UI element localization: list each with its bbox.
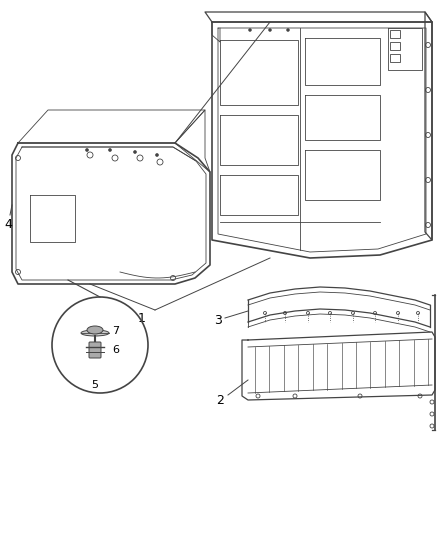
Circle shape <box>109 149 112 151</box>
Bar <box>390 42 400 50</box>
Ellipse shape <box>81 330 109 336</box>
Circle shape <box>155 154 159 157</box>
Text: 6: 6 <box>112 345 119 355</box>
Circle shape <box>134 150 137 154</box>
Text: 5: 5 <box>92 380 99 390</box>
Circle shape <box>85 149 88 151</box>
Circle shape <box>248 28 251 31</box>
Circle shape <box>268 28 272 31</box>
Text: 3: 3 <box>214 313 222 327</box>
Text: 1: 1 <box>138 311 146 325</box>
Text: 4: 4 <box>4 219 12 231</box>
Ellipse shape <box>87 326 103 334</box>
Circle shape <box>286 28 290 31</box>
FancyBboxPatch shape <box>89 342 101 358</box>
Bar <box>390 54 400 62</box>
Bar <box>390 30 400 38</box>
Text: 7: 7 <box>112 326 119 336</box>
Text: 2: 2 <box>216 393 224 407</box>
